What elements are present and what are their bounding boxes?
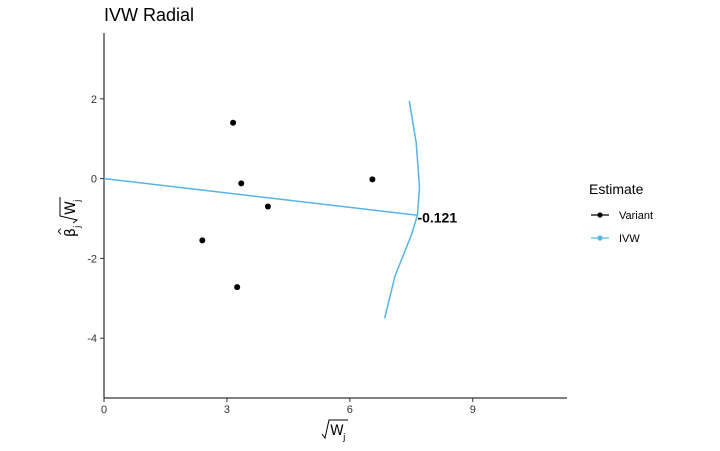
variant-point — [234, 284, 241, 291]
svg-text:j: j — [73, 225, 83, 229]
svg-text:^: ^ — [56, 227, 69, 236]
annotations: -0.121 — [417, 209, 457, 225]
x-ticks: 0 3 6 9 — [101, 398, 476, 416]
variant-point — [264, 203, 271, 210]
y-axis-title: β ^ j W j — [56, 197, 83, 237]
svg-text:W: W — [63, 201, 79, 215]
legend: Estimate Variant IVW — [589, 181, 653, 245]
ivw-line — [103, 177, 418, 217]
variant-point — [199, 237, 206, 244]
variant-point — [369, 176, 376, 183]
x-axis-title: W j — [321, 419, 348, 443]
y-tick-label: 0 — [91, 174, 97, 186]
x-tick-label: 3 — [224, 404, 230, 416]
y-tick-label: -4 — [87, 333, 97, 345]
y-tick-label: 2 — [91, 94, 97, 106]
svg-text:j: j — [73, 199, 83, 203]
legend-title: Estimate — [589, 181, 644, 197]
legend-key-ivw — [597, 235, 603, 241]
variant-point — [238, 180, 245, 187]
y-ticks: 2 0 -2 -4 — [87, 94, 104, 345]
chart-title: IVW Radial — [104, 5, 194, 25]
x-tick-label: 9 — [470, 404, 476, 416]
svg-text:W: W — [330, 423, 344, 439]
variant-point — [230, 119, 237, 126]
x-tick-label: 0 — [101, 404, 107, 416]
y-tick-label: -2 — [87, 253, 97, 265]
legend-item-ivw: IVW — [591, 233, 640, 245]
ivw-estimate-label: -0.121 — [417, 209, 457, 225]
legend-item-variant: Variant — [591, 210, 653, 222]
legend-label-ivw: IVW — [619, 233, 640, 245]
ivw-confidence-arc — [383, 100, 421, 319]
svg-text:j: j — [342, 433, 346, 443]
svg-text:β: β — [63, 228, 79, 237]
legend-label-variant: Variant — [619, 210, 653, 222]
plot-area — [103, 100, 421, 319]
x-tick-label: 6 — [347, 404, 353, 416]
axes — [103, 33, 567, 399]
legend-key-variant — [597, 212, 603, 218]
